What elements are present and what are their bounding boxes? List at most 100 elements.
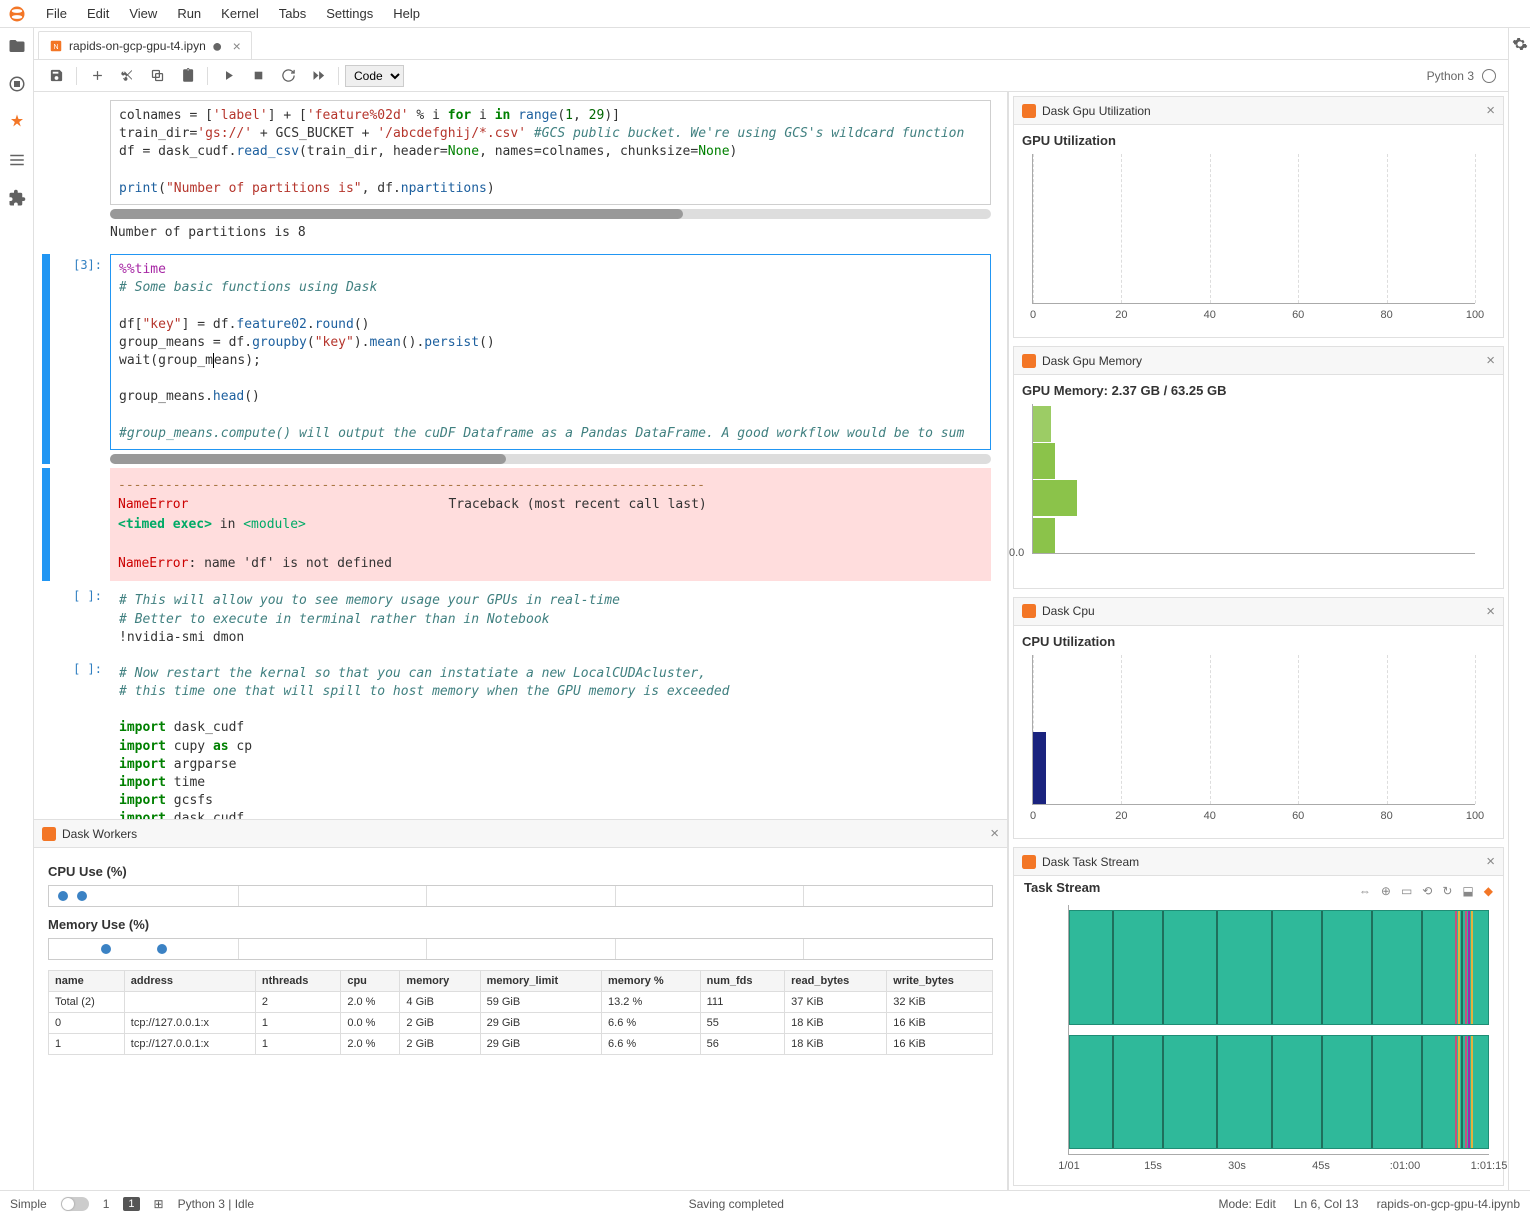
horizontal-scrollbar[interactable] <box>110 209 991 219</box>
panel-title: Dask Gpu Utilization <box>1042 104 1151 118</box>
bokeh-toolbar[interactable]: ⇔ ⊕ ▭ ⟲ ↻ ⬓ ◆ <box>1100 882 1499 900</box>
right-activity-bar <box>1508 28 1530 1190</box>
code-cell[interactable]: [3]: %%time # Some basic functions using… <box>42 254 991 464</box>
dask-icon <box>1022 104 1036 118</box>
menu-tabs[interactable]: Tabs <box>269 2 316 25</box>
table-row: 0tcp://127.0.0.1:x10.0 %2 GiB29 GiB6.6 %… <box>49 1013 993 1034</box>
running-icon[interactable] <box>7 74 27 94</box>
cpu-use-title: CPU Use (%) <box>48 864 993 879</box>
toc-icon[interactable] <box>7 150 27 170</box>
close-icon[interactable]: × <box>1486 853 1495 870</box>
code-cell[interactable]: colnames = ['label'] + ['feature%02d' % … <box>42 100 991 250</box>
code-input[interactable]: %%time # Some basic functions using Dask… <box>110 254 991 450</box>
panel-title: Dask Task Stream <box>1042 855 1139 869</box>
menu-run[interactable]: Run <box>167 2 211 25</box>
add-cell-button[interactable] <box>83 64 111 88</box>
table-header[interactable]: nthreads <box>255 971 340 992</box>
menu-kernel[interactable]: Kernel <box>211 2 269 25</box>
gpu-mem-panel: Dask Gpu Memory × GPU Memory: 2.37 GB / … <box>1013 346 1504 588</box>
panel-tab[interactable]: Dask Workers × <box>34 820 1007 848</box>
zoom-icon[interactable]: ⊕ <box>1381 884 1391 898</box>
table-header[interactable]: num_fds <box>700 971 785 992</box>
close-icon[interactable]: × <box>990 825 999 842</box>
dask-icon <box>1022 354 1036 368</box>
close-icon[interactable]: × <box>1486 352 1495 369</box>
cell-prompt: [3]: <box>50 254 110 464</box>
cpu-use-meter <box>48 885 993 907</box>
folder-icon[interactable] <box>7 36 27 56</box>
panel-title: Dask Cpu <box>1042 604 1095 618</box>
box-zoom-icon[interactable]: ▭ <box>1401 884 1412 898</box>
code-cell[interactable]: [ ]: # This will allow you to see memory… <box>42 585 991 654</box>
gpu-util-chart: 020406080100 <box>1032 154 1475 304</box>
menu-view[interactable]: View <box>119 2 167 25</box>
table-header[interactable]: cpu <box>341 971 400 992</box>
table-header[interactable]: name <box>49 971 125 992</box>
table-header[interactable]: memory % <box>602 971 701 992</box>
table-header[interactable]: address <box>124 971 255 992</box>
dirty-indicator: ● <box>212 41 223 51</box>
kernel-status-icon[interactable] <box>1482 69 1496 83</box>
cursor-position: Ln 6, Col 13 <box>1294 1197 1359 1211</box>
close-icon[interactable]: × <box>1486 603 1495 620</box>
menu-edit[interactable]: Edit <box>77 2 119 25</box>
kernel-status-text: Python 3 | Idle <box>178 1197 255 1211</box>
notebook-icon: N <box>49 39 63 53</box>
output-cell: ----------------------------------------… <box>42 468 991 582</box>
sb-term-icon[interactable]: ⊞ <box>154 1197 164 1211</box>
run-button[interactable] <box>214 64 242 88</box>
stop-button[interactable] <box>244 64 272 88</box>
menu-file[interactable]: File <box>36 2 77 25</box>
gpu-util-panel: Dask Gpu Utilization × GPU Utilization 0… <box>1013 96 1504 338</box>
commands-icon[interactable] <box>7 112 27 132</box>
code-input[interactable]: # Now restart the kernal so that you can… <box>110 658 991 820</box>
notebook-tab[interactable]: N rapids-on-gcp-gpu-t4.ipyn ● × <box>38 31 252 59</box>
refresh-icon[interactable]: ↻ <box>1442 884 1452 898</box>
dask-icon <box>42 827 56 841</box>
code-input[interactable]: # This will allow you to see memory usag… <box>110 585 991 654</box>
kernel-name[interactable]: Python 3 <box>1427 69 1474 83</box>
panel-tab[interactable]: Dask Gpu Utilization × <box>1014 97 1503 125</box>
horizontal-scrollbar[interactable] <box>110 454 991 464</box>
notebook-area: colnames = ['label'] + ['feature%02d' % … <box>34 92 1008 820</box>
table-row: 1tcp://127.0.0.1:x12.0 %2 GiB29 GiB6.6 %… <box>49 1034 993 1055</box>
cpu-chart: 020406080100 <box>1032 655 1475 805</box>
restart-button[interactable] <box>274 64 302 88</box>
table-header[interactable]: read_bytes <box>785 971 887 992</box>
simple-mode-toggle[interactable] <box>61 1197 89 1211</box>
chart-title: Task Stream <box>1024 880 1100 895</box>
task-lane <box>1069 910 1489 1025</box>
right-pane: Dask Gpu Utilization × GPU Utilization 0… <box>1008 92 1508 1190</box>
panel-tab[interactable]: Dask Gpu Memory × <box>1014 347 1503 375</box>
gear-icon[interactable] <box>1512 36 1528 52</box>
task-stream-chart: 1/0115s30s45s:01:001:01:15 <box>1068 905 1489 1155</box>
run-all-button[interactable] <box>304 64 332 88</box>
pan-icon[interactable]: ⇔ <box>1359 884 1371 898</box>
left-activity-bar <box>0 28 34 1190</box>
extensions-icon[interactable] <box>7 188 27 208</box>
cell-type-select[interactable]: Code <box>345 65 404 87</box>
cut-button[interactable] <box>113 64 141 88</box>
panel-title: Dask Workers <box>62 827 137 841</box>
close-icon[interactable]: × <box>1486 102 1495 119</box>
panel-tab[interactable]: Dask Task Stream × <box>1014 848 1503 876</box>
jupyter-logo <box>8 5 26 23</box>
reset-icon[interactable]: ⟲ <box>1422 884 1432 898</box>
paste-button[interactable] <box>173 64 201 88</box>
table-header[interactable]: memory <box>400 971 480 992</box>
error-output: ----------------------------------------… <box>110 468 991 582</box>
code-cell[interactable]: [ ]: # Now restart the kernal so that yo… <box>42 658 991 820</box>
save-button[interactable] <box>42 64 70 88</box>
tab-filename: rapids-on-gcp-gpu-t4.ipyn <box>69 39 206 53</box>
panel-tab[interactable]: Dask Cpu × <box>1014 598 1503 626</box>
mem-use-meter <box>48 938 993 960</box>
code-input[interactable]: colnames = ['label'] + ['feature%02d' % … <box>110 100 991 205</box>
menu-settings[interactable]: Settings <box>316 2 383 25</box>
close-icon[interactable]: × <box>233 38 241 54</box>
save-icon[interactable]: ⬓ <box>1462 884 1473 898</box>
table-header[interactable]: write_bytes <box>887 971 993 992</box>
table-header[interactable]: memory_limit <box>480 971 601 992</box>
menu-help[interactable]: Help <box>383 2 430 25</box>
panel-title: Dask Gpu Memory <box>1042 354 1142 368</box>
copy-button[interactable] <box>143 64 171 88</box>
